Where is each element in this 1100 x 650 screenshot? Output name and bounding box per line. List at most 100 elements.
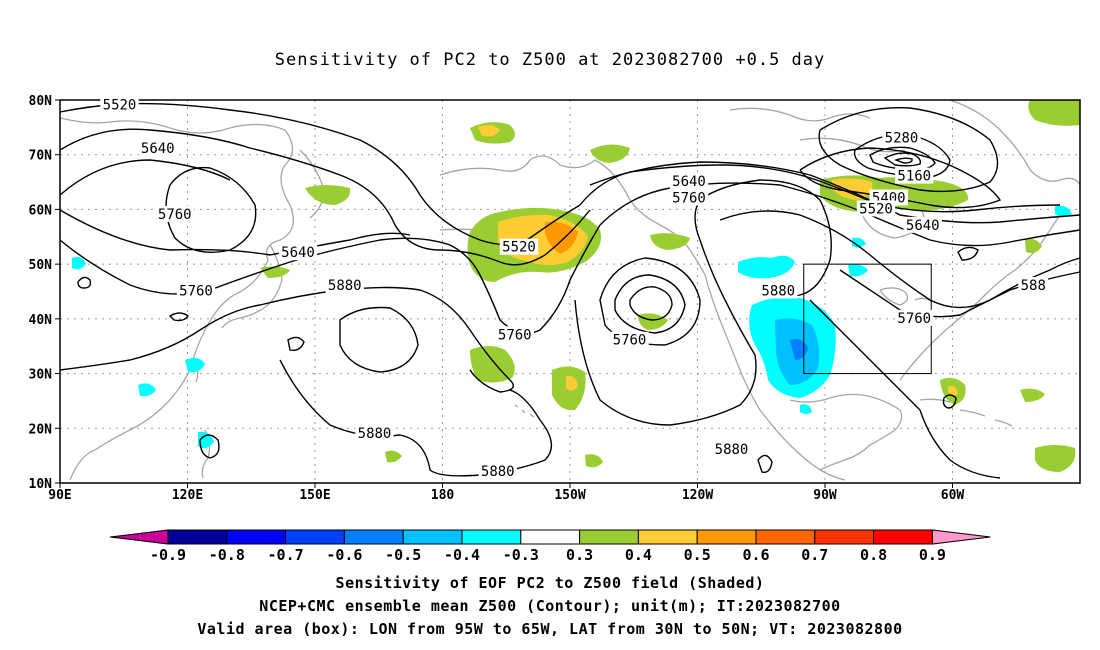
contour-5760-inner (614, 274, 686, 334)
contour-5160-d (894, 157, 913, 164)
colorbar-label: -0.7 (268, 546, 304, 564)
contour-ring-small-2 (168, 312, 189, 322)
colorbar-label: -0.9 (150, 546, 186, 564)
contour-label: 5760 (897, 311, 931, 327)
contour-label: 5760 (613, 333, 647, 349)
colorbar-swatch (285, 529, 345, 545)
contour-label: 5280 (885, 130, 919, 146)
lon-tick-label: 60W (941, 488, 965, 503)
colorbar-swatch (814, 529, 875, 545)
contour-5160-c (883, 152, 922, 167)
shade-patch-positive (832, 178, 873, 200)
contour-label: 5880 (481, 464, 515, 480)
contour-label: 5520 (502, 240, 536, 256)
contour-5880-box (809, 299, 1001, 479)
contour-label: 5160 (897, 169, 931, 185)
colorbar-swatch (637, 529, 698, 545)
shade-patch-positive (590, 144, 630, 163)
contour-5760-ring (165, 166, 257, 253)
colorbar-swatch (461, 529, 522, 545)
colorbar-swatch (579, 529, 639, 545)
colorbar-low-triangle (109, 529, 169, 545)
shade-patch-positive (1025, 238, 1042, 254)
contour-ring-small-1 (77, 276, 92, 289)
shade-patch-positive (305, 185, 351, 205)
contour-5880-south (279, 359, 553, 477)
chart-title: Sensitivity of PC2 to Z500 at 2023082700… (274, 50, 826, 70)
shade-patch-positive (478, 125, 500, 137)
contour-label-bg (895, 309, 934, 326)
contour-5760-west (59, 224, 601, 334)
contour-label: 5760 (158, 207, 192, 223)
lon-tick-label: 90W (813, 488, 837, 503)
colorbar-label: -0.4 (444, 546, 480, 564)
shade-patch-positive (948, 385, 958, 396)
contour-label-bg (903, 216, 942, 233)
contour-label: 5640 (141, 141, 175, 157)
contour-label: 588 (1021, 278, 1046, 294)
caption-line-1: Sensitivity of EOF PC2 to Z500 field (Sh… (335, 574, 765, 592)
contour-label-bg (138, 140, 177, 157)
colorbar-label: 0.6 (742, 546, 769, 564)
colorbar-swatch (755, 529, 816, 545)
colorbar-swatch (873, 529, 933, 545)
colorbar-label: -0.6 (326, 546, 362, 564)
contour-label-bg (669, 173, 709, 190)
contour-labels: 5520 5640 5760 5640 5760 5880 5520 5760 5760 5640… (100, 96, 1049, 480)
lon-tick-label: 180 (431, 488, 455, 503)
shade-patch-positive (585, 454, 603, 468)
colorbar-swatch (696, 529, 757, 545)
lon-tick-label: 150E (299, 488, 330, 503)
shade-patch-negative (1055, 205, 1072, 217)
colorbar-label: -0.5 (385, 546, 421, 564)
contour-label-bg (478, 463, 517, 480)
contour-5400 (799, 147, 1002, 209)
contour-label: 5640 (281, 245, 315, 261)
contour-5880-west (59, 286, 514, 393)
contour-label-bg (100, 96, 139, 113)
contour-label-bg (325, 277, 364, 294)
shade-patch-negative (852, 237, 866, 248)
contour-label: 5760 (672, 190, 706, 206)
colorbar-label: 0.9 (919, 546, 946, 564)
caption-line-3: Valid area (box): LON from 95W to 65W, L… (197, 620, 903, 638)
contour-label-bg (1018, 277, 1049, 294)
contour-ring-small-3 (287, 336, 305, 352)
contour-label: 5520 (103, 97, 137, 113)
contour-label: 5520 (859, 201, 893, 217)
shade-patch-positive (545, 221, 578, 254)
coastline-arctic-islands (729, 99, 1081, 186)
contour-label: 5760 (498, 327, 532, 343)
contour-label-bg (895, 167, 934, 184)
lat-tick-label: 80N (29, 94, 53, 109)
contour-5520-east (589, 161, 1061, 213)
coastline-hawaii (514, 404, 535, 418)
contour-5760-inner2 (629, 286, 673, 321)
contour-label: 5880 (715, 442, 749, 458)
contour-label-bg (856, 200, 896, 217)
contour-label: 5640 (906, 218, 940, 234)
caption-line-2: NCEP+CMC ensemble mean Z500 (Contour); u… (259, 597, 841, 615)
contour-label: 5760 (179, 284, 213, 300)
shade-patch-negative (185, 357, 205, 373)
shade-patch-negative (72, 256, 86, 270)
shade-patch-positive (638, 313, 668, 330)
shade-patch-positive (385, 450, 402, 463)
shade-patch-positive (566, 375, 578, 391)
colorbar-label: 0.5 (684, 546, 711, 564)
colorbar: -0.9 -0.8 -0.7 -0.6 -0.5 -0.4 -0.3 0.3 0.4 0.5 0.6… (109, 529, 991, 564)
lat-tick-label: 10N (29, 477, 53, 492)
coastline-gulf (789, 393, 903, 471)
contour-label-bg (155, 205, 194, 222)
contour-ring-small-5 (942, 394, 957, 409)
colorbar-label: 0.7 (801, 546, 828, 564)
colorbar-swatch (226, 529, 287, 545)
contour-label: 5880 (761, 284, 795, 300)
lat-tick-label: 60N (29, 203, 53, 218)
colorbar-label: 0.8 (860, 546, 887, 564)
shade-patch-positive (1028, 100, 1080, 126)
contour-5880-east-pac (574, 179, 832, 426)
contour-label-bg (495, 326, 534, 343)
shade-patch-negative (738, 255, 795, 279)
